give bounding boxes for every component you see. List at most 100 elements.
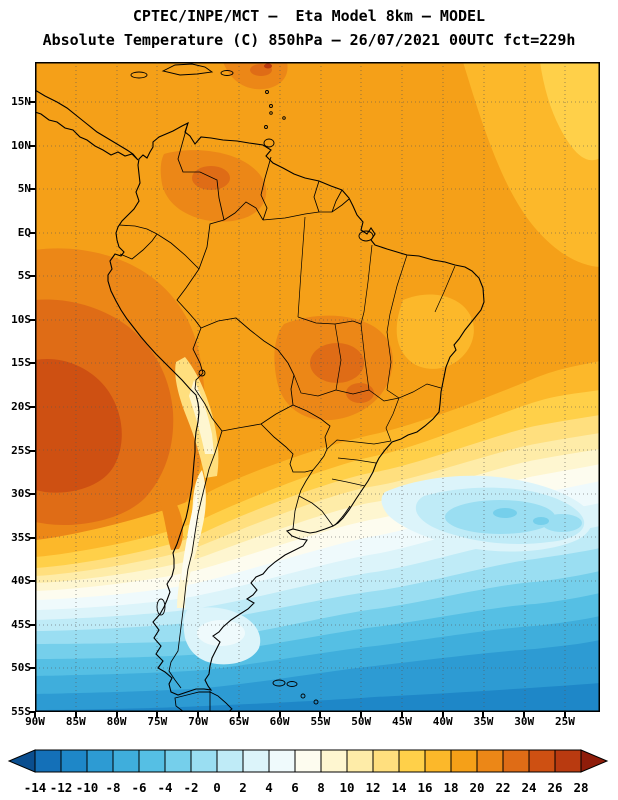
graticule <box>35 62 600 712</box>
colorbar-tick-label: -4 <box>157 780 172 795</box>
marajo-island <box>358 230 374 242</box>
lat-tick <box>29 623 35 626</box>
map-frame <box>35 62 600 712</box>
lat-label: 50S <box>11 661 31 675</box>
lon-label: 85W <box>65 715 86 728</box>
lat-label: 5S <box>17 269 31 283</box>
colorbar-tick-label: 22 <box>495 780 510 795</box>
colorbar-tick-label: 16 <box>417 780 432 795</box>
colorbar-tick-label: -6 <box>131 780 146 795</box>
lon-tick <box>278 712 281 717</box>
lon-label: 35W <box>473 715 494 728</box>
colorbar-tick-label: 0 <box>213 780 221 795</box>
antilles-island <box>265 90 269 94</box>
puerto-rico-island <box>220 70 234 76</box>
lat-label: 15S <box>11 356 31 370</box>
colorbar-cell <box>190 749 218 773</box>
colorbar-tick-label: 14 <box>391 780 406 795</box>
colorbar-cell <box>294 749 322 773</box>
lat-label: 5N <box>17 182 31 196</box>
temp-band <box>181 492 198 580</box>
lat-tick <box>29 405 35 408</box>
lon-tick <box>482 712 485 717</box>
colorbar-tick-label: -8 <box>105 780 120 795</box>
colorbar-cell <box>528 749 556 773</box>
central-america-coast <box>35 89 139 161</box>
lon-label: 60W <box>269 715 290 728</box>
colorbar-cell <box>216 749 244 773</box>
lat-label: 15N <box>11 95 31 108</box>
lake-titicaca <box>198 369 206 377</box>
colorbar-cell <box>346 749 374 773</box>
colorbar-tick-label: 10 <box>339 780 354 795</box>
colorbar-tick-label: 6 <box>291 780 299 795</box>
temp-band <box>189 380 214 454</box>
temp-band <box>35 358 122 493</box>
lon-label: 50W <box>351 715 372 728</box>
lon-label: 30W <box>514 715 535 728</box>
south-island <box>313 699 319 705</box>
lat-tick <box>29 318 35 321</box>
map-svg <box>35 62 600 712</box>
lon-tick <box>400 712 403 717</box>
colorbar-tick-label: 8 <box>317 780 325 795</box>
colorbar-cell <box>372 749 400 773</box>
lat-tick <box>29 536 35 539</box>
temp-band <box>264 63 272 69</box>
colorbar-tick-label: 24 <box>521 780 536 795</box>
temp-band <box>493 508 517 518</box>
colorbar-arrow-left <box>7 749 36 773</box>
lat-tick <box>29 231 35 234</box>
lat-label: 10N <box>11 138 31 152</box>
tierra-del-fuego <box>174 691 233 712</box>
colorbar: -14 -12 -10 -8 -6 -4 -2 0 2 4 6 8 10 12 14 16 18 20 22 24 26… <box>7 749 609 795</box>
patos-lagoon <box>334 505 351 526</box>
lat-label: 10S <box>11 312 31 326</box>
colorbar-tick-label: 4 <box>265 780 273 795</box>
colorbar-tick-label: -14 <box>24 780 47 795</box>
lat-label: 40S <box>11 574 31 588</box>
lon-tick <box>237 712 240 717</box>
lat-label: 30S <box>11 487 31 501</box>
lon-label: 90W <box>25 715 45 728</box>
state-borders <box>293 216 456 487</box>
temp-band <box>346 383 374 403</box>
temp-band <box>35 683 600 712</box>
lon-label: 45W <box>391 715 412 728</box>
antilles-island <box>264 125 268 129</box>
falkland-island-west <box>272 679 286 687</box>
colorbar-cell <box>268 749 296 773</box>
lon-tick <box>197 712 200 717</box>
lon-tick <box>523 712 526 717</box>
colorbar-cell <box>164 749 192 773</box>
colorbar-cell <box>86 749 114 773</box>
colorbar-tick-label: 2 <box>239 780 247 795</box>
lon-tick <box>74 712 77 717</box>
islands-and-lakes <box>130 63 374 712</box>
lat-tick <box>29 188 35 191</box>
jamaica-island <box>130 71 148 79</box>
colorbar-tick-label: 12 <box>365 780 380 795</box>
lon-tick <box>360 712 363 717</box>
temp-band <box>396 294 474 369</box>
lat-tick <box>29 493 35 496</box>
lon-label: 65W <box>228 715 249 728</box>
south-island <box>300 693 306 699</box>
temperature-field <box>35 62 600 712</box>
colorbar-cell <box>424 749 452 773</box>
falkland-island-east <box>286 681 298 687</box>
lon-tick <box>156 712 159 717</box>
country-borders <box>118 122 350 712</box>
lat-tick <box>29 580 35 583</box>
title-line-2: Absolute Temperature (C) 850hPa — 26/07/… <box>42 31 576 49</box>
temp-band <box>197 620 245 646</box>
colorbar-cell <box>112 749 140 773</box>
temp-band <box>540 62 600 161</box>
colorbar-tick-label: 20 <box>469 780 484 795</box>
colorbar-cell <box>34 749 62 773</box>
colorbar-cell <box>502 749 530 773</box>
lon-tick <box>34 712 36 717</box>
colorbar-cell <box>450 749 478 773</box>
colorbar-tick-label: 28 <box>573 780 588 795</box>
